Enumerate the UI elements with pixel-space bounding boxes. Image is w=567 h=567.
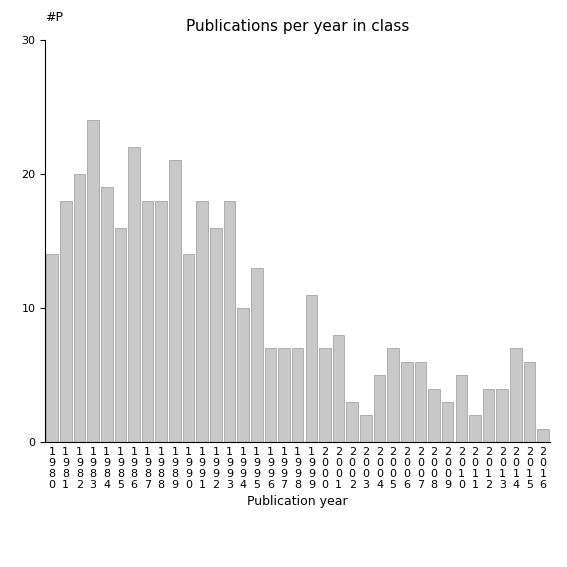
- Bar: [169, 160, 181, 442]
- Bar: [101, 187, 112, 442]
- Bar: [292, 348, 303, 442]
- Bar: [128, 147, 140, 442]
- Bar: [196, 201, 208, 442]
- Bar: [155, 201, 167, 442]
- Bar: [60, 201, 71, 442]
- Bar: [401, 362, 413, 442]
- Bar: [210, 227, 222, 442]
- Bar: [278, 348, 290, 442]
- X-axis label: Publication year: Publication year: [247, 495, 348, 508]
- Bar: [142, 201, 154, 442]
- Title: Publications per year in class: Publications per year in class: [186, 19, 409, 35]
- Bar: [333, 335, 344, 442]
- Bar: [74, 174, 85, 442]
- Bar: [265, 348, 276, 442]
- Bar: [428, 388, 440, 442]
- Bar: [524, 362, 535, 442]
- Bar: [374, 375, 386, 442]
- Bar: [469, 416, 481, 442]
- Bar: [46, 255, 58, 442]
- Bar: [183, 255, 194, 442]
- Bar: [224, 201, 235, 442]
- Bar: [238, 308, 249, 442]
- Bar: [346, 402, 358, 442]
- Bar: [455, 375, 467, 442]
- Text: #P: #P: [45, 11, 64, 24]
- Bar: [251, 268, 263, 442]
- Bar: [360, 416, 371, 442]
- Bar: [483, 388, 494, 442]
- Bar: [497, 388, 508, 442]
- Bar: [306, 295, 317, 442]
- Bar: [510, 348, 522, 442]
- Bar: [442, 402, 454, 442]
- Bar: [538, 429, 549, 442]
- Bar: [115, 227, 126, 442]
- Bar: [387, 348, 399, 442]
- Bar: [319, 348, 331, 442]
- Bar: [87, 120, 99, 442]
- Bar: [414, 362, 426, 442]
